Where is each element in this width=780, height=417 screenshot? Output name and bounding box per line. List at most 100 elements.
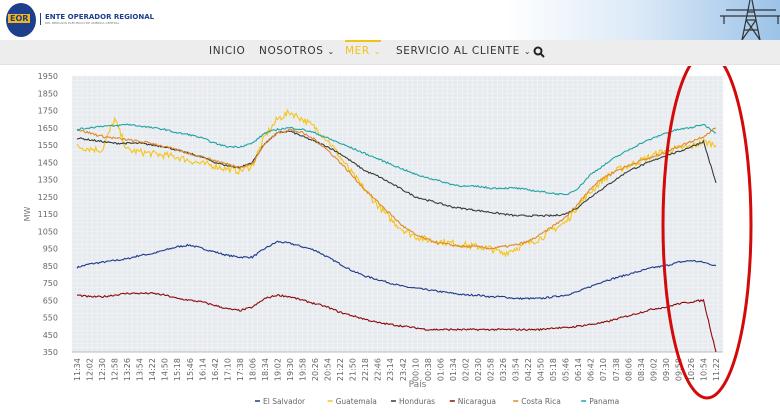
x-tick-label: 04:22 <box>524 358 533 381</box>
main-nav: INICIO NOSOTROS ⌄ MER ⌄ SERVICIO AL CLIENT… <box>0 40 780 65</box>
x-tick-label: 14:22 <box>148 358 157 381</box>
x-tick-label: 17:38 <box>236 358 245 381</box>
x-tick-label: 01:06 <box>436 358 445 381</box>
x-tick-label: 10:26 <box>687 358 696 381</box>
legend-item-panama[interactable]: Panama <box>581 397 619 406</box>
x-tick-label: 03:26 <box>499 358 508 381</box>
x-tick-label: 01:34 <box>449 358 458 381</box>
x-tick-label: 13:54 <box>136 358 145 381</box>
legend-label: Honduras <box>399 397 435 406</box>
legend-item-guatemala[interactable]: Guatemala <box>327 397 377 406</box>
y-tick-label: 1550 <box>38 141 58 150</box>
search-icon[interactable] <box>533 46 545 58</box>
x-tick-label: 11:22 <box>712 358 721 381</box>
org-subtitle: DEL MERCADO ELÉCTRICO DE AMÉRICA CENTRAL <box>45 21 120 25</box>
x-tick-label: 10:54 <box>699 358 708 381</box>
x-tick-label: 16:42 <box>211 358 220 381</box>
x-tick-label: 11:34 <box>73 358 82 381</box>
x-tick-label: 21:50 <box>349 358 358 381</box>
x-tick-label: 08:06 <box>624 358 633 381</box>
series-line-guatemala <box>76 108 717 258</box>
x-tick-label: 02:02 <box>461 358 470 381</box>
series-line-el-salvador <box>76 240 717 301</box>
power-demand-chart: 350 450 550 650 750 850 950 1050 1150 1250 1350 145… <box>23 66 753 406</box>
legend-label: Guatemala <box>336 397 377 406</box>
nav-inicio[interactable]: INICIO <box>209 45 246 57</box>
nav-mer[interactable]: MER ⌄ <box>345 40 382 57</box>
x-tick-label: 05:18 <box>549 358 558 381</box>
y-tick-label: 650 <box>43 296 58 305</box>
org-title: ENTE OPERADOR REGIONAL <box>45 13 155 21</box>
y-axis-label: MW <box>23 207 32 222</box>
x-tick-label: 12:02 <box>86 358 95 381</box>
y-tick-label: 1650 <box>38 124 58 133</box>
x-tick-label: 19:30 <box>286 358 295 381</box>
x-tick-label: 08:34 <box>637 358 646 381</box>
y-tick-label: 1250 <box>38 193 58 202</box>
legend-item-el-salvador[interactable]: El Salvador <box>255 397 306 406</box>
legend-item-costa-rica[interactable]: Costa Rica <box>513 397 561 406</box>
x-tick-label: 02:30 <box>474 358 483 381</box>
x-tick-label: 00:10 <box>411 358 420 381</box>
eor-logo[interactable]: EOR <box>6 3 36 37</box>
x-tick-label: 15:18 <box>173 358 182 381</box>
x-tick-label: 12:30 <box>98 358 107 381</box>
x-tick-label: 15:46 <box>186 358 195 381</box>
y-tick-label: 1850 <box>38 89 58 98</box>
x-tick-label: 00:38 <box>424 358 433 381</box>
y-tick-label: 1050 <box>38 227 58 236</box>
x-axis-label: País <box>409 380 427 390</box>
x-tick-label: 03:54 <box>512 358 521 381</box>
y-tick-label: 850 <box>43 262 58 271</box>
y-tick-label: 1350 <box>38 176 58 185</box>
x-tick-label: 22:18 <box>361 358 370 381</box>
x-tick-label: 19:58 <box>299 358 308 381</box>
legend-label: Costa Rica <box>521 397 561 406</box>
x-tick-label: 18:34 <box>261 358 270 381</box>
series-line-nicaragua <box>76 291 717 353</box>
series-line-costa-rica <box>76 127 717 250</box>
y-tick-label: 550 <box>43 314 58 323</box>
logo-text: EOR <box>8 14 31 23</box>
nav-nosotros[interactable]: NOSOTROS ⌄ <box>259 45 335 57</box>
x-tick-label: 02:58 <box>486 358 495 381</box>
chevron-down-icon: ⌄ <box>523 47 532 56</box>
x-tick-label: 07:38 <box>612 358 621 381</box>
x-tick-label: 06:42 <box>587 358 596 381</box>
x-tick-label: 19:02 <box>273 358 282 381</box>
chevron-down-icon: ⌄ <box>373 47 382 56</box>
legend-label: El Salvador <box>263 397 306 406</box>
x-tick-label: 22:46 <box>374 358 383 381</box>
x-tick-label: 06:14 <box>574 358 583 381</box>
legend-item-nicaragua[interactable]: Nicaragua <box>449 397 496 406</box>
x-tick-label: 23:42 <box>399 358 408 381</box>
x-tick-label: 09:30 <box>662 358 671 381</box>
x-tick-label: 23:14 <box>386 358 395 381</box>
x-tick-label: 17:10 <box>223 358 232 381</box>
y-tick-label: 750 <box>43 279 58 288</box>
x-tick-label: 16:14 <box>198 358 207 381</box>
x-tick-label: 20:26 <box>311 358 320 381</box>
x-tick-label: 14:50 <box>161 358 170 381</box>
series-line-panama <box>76 123 717 196</box>
x-tick-label: 20:54 <box>324 358 333 381</box>
x-tick-label: 07:10 <box>599 358 608 381</box>
org-name: ENTE OPERADOR REGIONAL DEL MERCADO ELÉCTR… <box>40 13 154 25</box>
y-tick-label: 350 <box>43 348 58 357</box>
x-tick-label: 09:58 <box>674 358 683 381</box>
y-tick-label: 950 <box>43 245 58 254</box>
y-tick-label: 1150 <box>38 210 58 219</box>
y-tick-label: 1950 <box>38 72 58 81</box>
legend-item-honduras[interactable]: Honduras <box>391 397 435 406</box>
legend-label: Panama <box>589 397 619 406</box>
chevron-down-icon: ⌄ <box>327 47 335 56</box>
site-header: EOR ENTE OPERADOR REGIONAL DEL MERCADO EL… <box>0 0 780 40</box>
x-tick-label: 09:02 <box>649 358 658 381</box>
annotation-ellipse <box>661 66 753 400</box>
x-tick-label: 12:58 <box>111 358 120 381</box>
y-tick-label: 1450 <box>38 158 58 167</box>
x-tick-label: 04:50 <box>537 358 546 381</box>
x-tick-label: 21:22 <box>336 358 345 381</box>
nav-servicio-al-cliente[interactable]: SERVICIO AL CLIENTE ⌄ <box>396 45 532 57</box>
power-tower-image <box>720 0 780 40</box>
